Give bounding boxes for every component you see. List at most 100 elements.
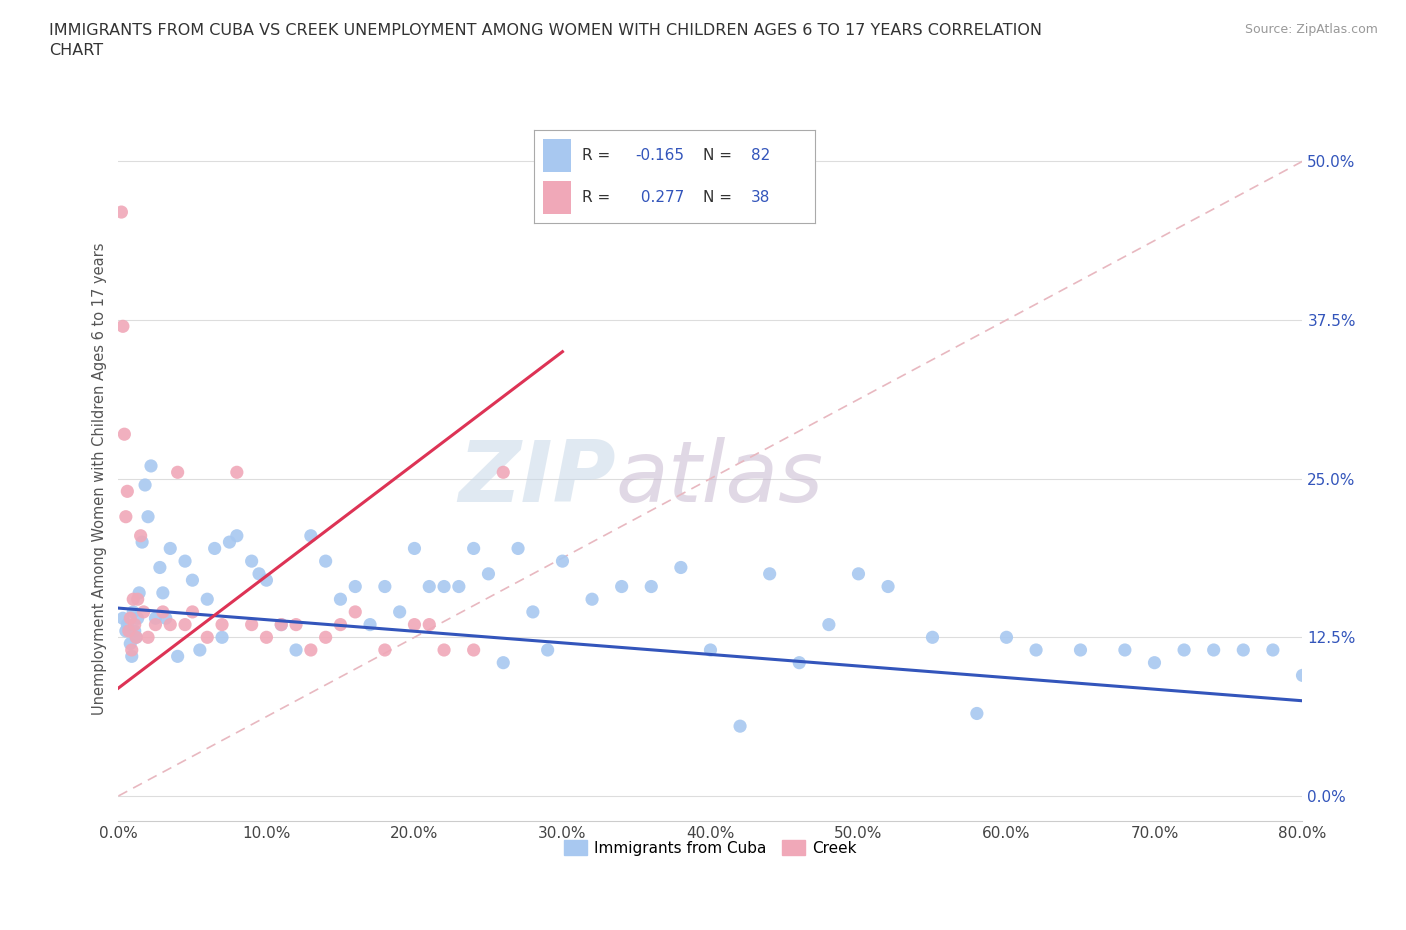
Point xyxy=(256,630,278,644)
Point xyxy=(256,573,278,588)
Point xyxy=(125,630,148,644)
Point xyxy=(1143,656,1166,671)
Point xyxy=(125,630,148,644)
Point xyxy=(551,553,574,568)
Text: R =: R = xyxy=(582,148,616,163)
Point xyxy=(117,484,139,498)
Point xyxy=(132,604,155,619)
Point xyxy=(152,604,174,619)
Point xyxy=(921,630,943,644)
Point xyxy=(522,604,544,619)
Point xyxy=(120,611,142,626)
Text: atlas: atlas xyxy=(616,437,824,520)
Point xyxy=(128,585,150,600)
Point xyxy=(121,643,143,658)
Point xyxy=(418,579,440,594)
Point xyxy=(124,623,146,638)
Point xyxy=(433,643,456,658)
Point xyxy=(211,630,233,644)
Text: 0.277: 0.277 xyxy=(636,190,683,205)
Point xyxy=(1025,643,1047,658)
Point xyxy=(174,553,197,568)
Point xyxy=(1365,731,1388,746)
Point xyxy=(699,643,721,658)
Text: IMMIGRANTS FROM CUBA VS CREEK UNEMPLOYMENT AMONG WOMEN WITH CHILDREN AGES 6 TO 1: IMMIGRANTS FROM CUBA VS CREEK UNEMPLOYME… xyxy=(49,23,1042,58)
Point xyxy=(136,630,159,644)
Point xyxy=(640,579,662,594)
Point xyxy=(344,579,367,594)
Point xyxy=(404,618,426,632)
Point xyxy=(122,604,145,619)
Point xyxy=(211,618,233,632)
Point xyxy=(181,573,204,588)
Point xyxy=(136,510,159,525)
Bar xyxy=(543,140,571,172)
Point xyxy=(299,528,322,543)
Point xyxy=(129,528,152,543)
Point xyxy=(418,618,440,632)
Point xyxy=(329,591,352,606)
Point xyxy=(111,611,134,626)
Point xyxy=(188,643,211,658)
Point xyxy=(149,560,172,575)
Point xyxy=(145,611,167,626)
Point xyxy=(112,427,135,442)
Point xyxy=(122,591,145,606)
Point xyxy=(115,510,138,525)
Point xyxy=(1261,643,1284,658)
Text: ZIP: ZIP xyxy=(458,437,616,520)
Text: N =: N = xyxy=(703,148,737,163)
Point xyxy=(966,706,988,721)
Point xyxy=(877,579,900,594)
Point xyxy=(152,585,174,600)
Point xyxy=(111,319,134,334)
Point xyxy=(121,649,143,664)
Point xyxy=(359,618,381,632)
Point xyxy=(492,656,515,671)
Point xyxy=(374,579,396,594)
Point xyxy=(1202,643,1225,658)
Point xyxy=(463,643,485,658)
Point xyxy=(139,458,162,473)
Point xyxy=(329,618,352,632)
Point xyxy=(195,591,218,606)
Point xyxy=(159,541,181,556)
Point xyxy=(1069,643,1091,658)
Point xyxy=(995,630,1018,644)
Point xyxy=(270,618,292,632)
Point xyxy=(374,643,396,658)
Text: 38: 38 xyxy=(751,190,770,205)
Point xyxy=(787,656,810,671)
Point xyxy=(285,618,308,632)
Point xyxy=(218,535,240,550)
Point xyxy=(315,553,337,568)
Point xyxy=(818,618,841,632)
Point xyxy=(447,579,470,594)
Point xyxy=(1114,643,1136,658)
Text: N =: N = xyxy=(703,190,737,205)
Point xyxy=(433,579,456,594)
Point xyxy=(247,566,270,581)
Text: Source: ZipAtlas.com: Source: ZipAtlas.com xyxy=(1244,23,1378,36)
Point xyxy=(110,205,132,219)
Point xyxy=(610,579,633,594)
Point xyxy=(1173,643,1195,658)
Point xyxy=(388,604,411,619)
Point xyxy=(506,541,529,556)
Point xyxy=(344,604,367,619)
Point xyxy=(477,566,499,581)
Point xyxy=(195,630,218,644)
Point xyxy=(181,604,204,619)
Point xyxy=(1395,731,1406,746)
Point xyxy=(1232,643,1254,658)
Point xyxy=(285,643,308,658)
Y-axis label: Unemployment Among Women with Children Ages 6 to 17 years: Unemployment Among Women with Children A… xyxy=(93,243,107,715)
Text: -0.165: -0.165 xyxy=(636,148,685,163)
Point xyxy=(240,553,263,568)
Point xyxy=(127,591,149,606)
Point xyxy=(127,611,149,626)
Point xyxy=(758,566,780,581)
Point xyxy=(124,618,146,632)
Point xyxy=(463,541,485,556)
Point xyxy=(299,643,322,658)
